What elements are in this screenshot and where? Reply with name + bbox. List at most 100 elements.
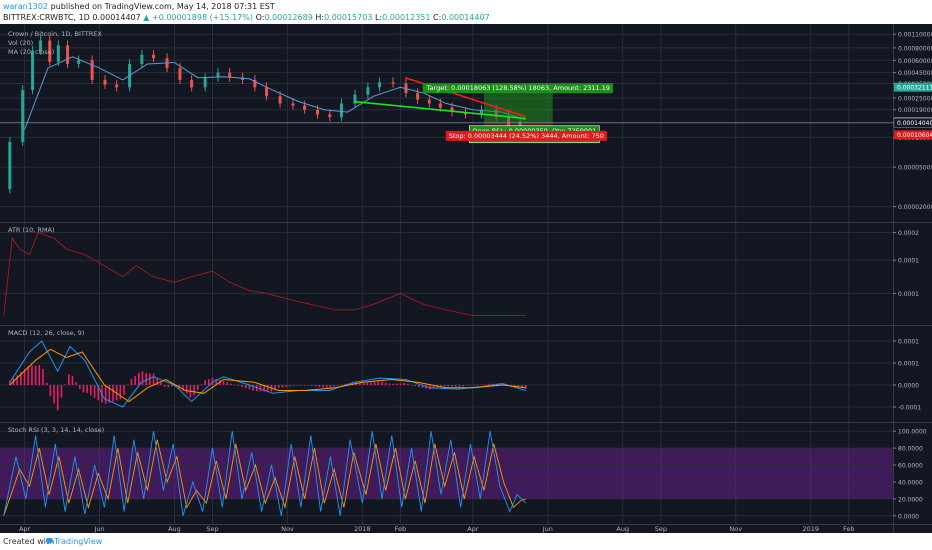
candle-body-11 [115,84,119,88]
ohlc-close-value: 0.00014407 [441,13,490,22]
macd-hist-bar [208,379,210,385]
macd-hist-bar [462,385,464,387]
candle-body-16 [178,68,182,80]
chart-header: waran1302 published on TradingView.com, … [0,0,932,24]
candle-body-14 [152,54,156,59]
macd-hist-bar [377,381,380,385]
candle-body-29 [339,103,343,118]
ohlc-high-value: 0.00015703 [324,13,373,22]
candle-body-2 [21,90,25,142]
macd-hist-bar [388,383,391,385]
publish-line: waran1302 published on TradingView.com, … [3,2,275,11]
stoch-d-line [3,439,526,516]
macd-hist-bar [285,385,288,387]
macd-hist-bar [336,385,339,386]
candle-body-43 [518,121,522,127]
candle-body-21 [241,77,245,80]
macd-hist-bar [38,364,41,385]
stoch-axis-label-2: 60.0000 [898,463,923,470]
macd-hist-bar [64,384,66,385]
macd-hist-bar [141,371,144,385]
main-title: Crown / Bitcoin, 1D, BITTREX [8,30,102,38]
ohlc-open: O:0.00012689 [256,13,313,22]
macd-hist-bar [362,382,365,385]
macd-hist-bar [469,385,472,386]
macd-hist-bar [252,385,254,391]
publish-info: published on TradingView.com, May 14, 20… [50,2,275,11]
price-axis-label-6: 0.00019000 [898,107,932,114]
macd-hist-bar [322,385,324,388]
macd-hist-bar [340,384,343,386]
ohlc-high: H:0.00015703 [315,13,372,22]
macd-hist-bar [9,381,11,385]
created-with-label: Created with [3,537,55,546]
author-link[interactable]: waran1302 [3,2,49,11]
time-axis-label-2: Aug [168,525,181,533]
macd-hist-bar [31,365,33,385]
signal-line [9,348,526,403]
macd-hist-bar [440,385,442,388]
macd-hist-bar [82,385,85,393]
macd-hist-bar [42,369,44,385]
macd-hist-bar [200,384,203,385]
macd-hist-bar [333,385,335,387]
trendline-green[interactable] [353,100,526,120]
candle-body-30 [353,94,357,104]
ohlc-high-label: H: [315,13,325,22]
macd-hist-bar [359,382,361,385]
macd-axis-label-3: -0.0001 [898,405,921,412]
macd-hist-bar [230,383,232,385]
macd-hist-bar [329,385,332,388]
macd-hist-bar [278,385,280,388]
price-badge-text-2: 0.00014040 [897,120,932,127]
target-label-box[interactable] [422,83,613,94]
ohlc-close-label: C: [433,13,442,22]
macd-hist-bar [307,385,310,386]
ohlc-open-value: 0.00012689 [264,13,313,22]
macd-hist-bar [521,385,523,388]
stoch-k-line [3,431,527,516]
macd-hist-bar [289,385,291,387]
macd-hist-bar [119,385,122,400]
macd-hist-bar [123,385,125,396]
macd-hist-bar [407,383,409,385]
macd-hist-bar [112,385,114,402]
macd-axis-label-1: 0.0001 [898,361,919,368]
macd-hist-bar [259,385,262,392]
candle-body-25 [291,103,295,106]
macd-hist-bar [160,382,162,385]
atr-axis-label-2: 0.0001 [898,291,919,298]
stop-label-box[interactable] [445,130,607,141]
macd-hist-bar [484,384,486,385]
candle-body-33 [391,82,395,84]
macd-hist-bar [204,380,206,385]
macd-hist-bar [414,385,416,387]
macd-hist-bar [248,385,251,390]
macd-hist-bar [34,365,37,385]
candle-body-4 [39,40,43,51]
macd-hist-bar [403,383,405,385]
stoch-axis-label-0: 100.0000 [898,429,927,436]
macd-hist-bar [108,385,111,403]
macd-hist-bar [193,385,195,396]
macd-hist-bar [510,385,512,386]
macd-hist-bar [56,385,59,411]
tradingview-logo-text[interactable]: TradingView [54,537,103,546]
macd-hist-bar [75,382,77,385]
time-axis-label-12: 2019 [802,525,819,533]
stop-label: Stop: 0.00003444 (24.52%) 3444, Amount: … [449,132,604,140]
macd-hist-bar [473,384,475,386]
price-axis-label-0: 0.00110000 [898,32,932,39]
macd-hist-bar [300,385,302,386]
entry-label: Open P&L: 0.00000359, Qty: 7259001 [472,127,596,135]
time-axis-label-0: Apr [19,525,31,533]
candle-body-13 [140,54,144,65]
macd-hist-bar [281,385,284,388]
stoch-band [0,448,893,499]
macd-hist-bar [454,385,457,387]
macd-hist-bar [392,383,394,385]
chart-canvas[interactable]: 0.00110000 0.00080000 0.00060000 0.00045000… [0,24,932,533]
macd-hist-bar [167,385,170,388]
time-axis-label-6: Feb [395,525,407,533]
macd-hist-bar [182,385,184,391]
